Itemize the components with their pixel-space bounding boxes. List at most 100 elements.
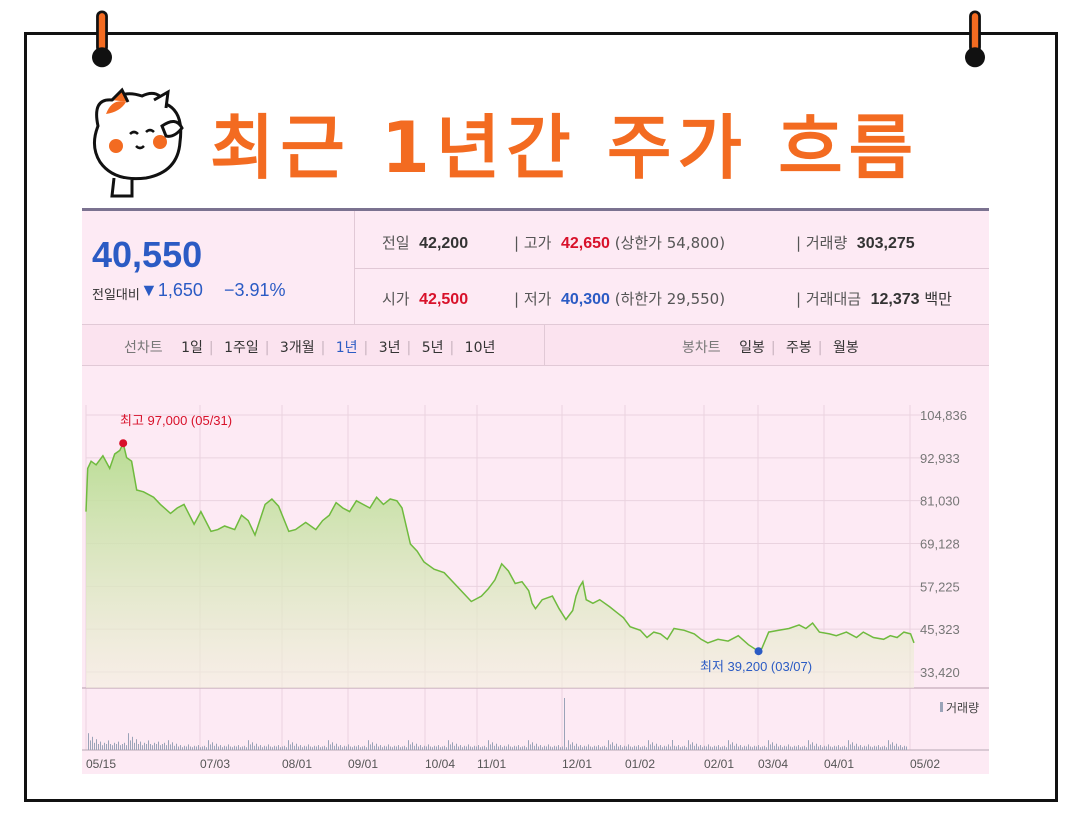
volume-bar <box>488 740 489 750</box>
volume-bar <box>726 747 727 750</box>
volume-bar <box>114 742 115 750</box>
volume-bar <box>540 745 541 750</box>
volume-bar <box>172 742 173 750</box>
volume-bar <box>492 742 493 750</box>
volume-bar <box>806 747 807 750</box>
volume-bar <box>264 745 265 750</box>
volume-bar <box>414 745 415 750</box>
tab-1y[interactable]: 1년 <box>335 340 358 356</box>
volume-bar <box>688 740 689 750</box>
volume-bar <box>712 747 713 750</box>
open-label: 시가 <box>382 290 410 308</box>
volume-bar <box>816 743 817 750</box>
volume-bar <box>234 745 235 750</box>
volume-bar <box>138 744 139 750</box>
volume-bar <box>764 745 765 750</box>
tab-monthly[interactable]: 월봉 <box>832 340 859 356</box>
max-point-marker <box>119 439 128 448</box>
prev-close: 전일 42,200 <box>382 232 468 253</box>
volume-bar <box>88 733 89 750</box>
price-chart: 최고 97,000 (05/31) 최저 39,200 (03/07) 104,8… <box>82 405 989 771</box>
volume-bar <box>670 746 671 750</box>
volume-bar <box>618 746 619 750</box>
volume-bar <box>460 745 461 750</box>
volume-bar <box>820 745 821 750</box>
volume-bar <box>828 744 829 750</box>
volume-bar <box>250 744 251 750</box>
prev-close-label: 전일 <box>382 234 410 252</box>
volume-bar <box>302 747 303 750</box>
volume-bar <box>824 745 825 750</box>
volume-bar <box>732 742 733 750</box>
volume-bar <box>286 747 287 750</box>
volume-bar <box>144 742 145 750</box>
panel-top-border <box>82 208 989 211</box>
stock-panel: 40,550 전일대비 ▼1,650 −3.91% 전일 42,200 | 고가… <box>82 208 989 774</box>
volume-bar <box>134 742 135 750</box>
volume-bar <box>570 744 571 750</box>
volume-bar <box>272 747 273 750</box>
x-tick-label: 05/02 <box>910 757 940 771</box>
volume-bar <box>312 747 313 750</box>
volume-bar <box>292 742 293 750</box>
tab-weekly[interactable]: 주봉 <box>786 340 812 356</box>
volume-bar <box>576 743 577 750</box>
volume-bar <box>406 747 407 750</box>
tab-5y[interactable]: 5년 <box>421 340 444 356</box>
volume-bar <box>520 747 521 750</box>
volume-bar <box>682 746 683 750</box>
volume-bar <box>658 746 659 750</box>
volume-bar <box>566 747 567 750</box>
volume-bar <box>358 745 359 750</box>
volume-bar <box>268 744 269 750</box>
volume-bar <box>346 746 347 750</box>
volume-bar <box>336 743 337 750</box>
tab-3y[interactable]: 3년 <box>378 340 401 356</box>
volume-bar <box>588 744 589 750</box>
y-tick-label: 57,225 <box>920 579 960 594</box>
tab-daily[interactable]: 일봉 <box>739 340 765 356</box>
volume-bar <box>322 746 323 750</box>
volume-bar <box>620 745 621 750</box>
tab-3m[interactable]: 3개월 <box>279 340 315 356</box>
volume-bar <box>628 744 629 750</box>
volume-bar <box>194 745 195 750</box>
volume-bar <box>676 746 677 750</box>
volume-bar <box>584 745 585 750</box>
volume-bar <box>258 746 259 750</box>
volume-bar <box>882 746 883 750</box>
volume-bar <box>738 746 739 750</box>
volume-bar <box>248 740 249 750</box>
volume-bar <box>814 745 815 750</box>
volume-bar <box>472 747 473 750</box>
volume-bar <box>792 747 793 750</box>
volume-bar <box>228 744 229 750</box>
volume-bar <box>452 742 453 750</box>
volume-bar <box>752 747 753 750</box>
tab-1d[interactable]: 1일 <box>181 340 203 356</box>
volume-bar <box>348 744 349 750</box>
volume-bar <box>104 742 105 750</box>
volume-bar <box>774 745 775 750</box>
volume-bar <box>616 743 617 750</box>
volume-bar <box>266 746 267 750</box>
volume-bar <box>142 745 143 750</box>
volume-bar <box>132 736 133 750</box>
volume-bar <box>870 746 871 750</box>
volume-bar <box>340 745 341 750</box>
x-tick-label: 12/01 <box>562 757 592 771</box>
volume-bar <box>366 747 367 750</box>
chart-tab-bar: 선차트 1일 | 1주일 | 3개월 | 1년 | 3년 | 5년 | 10년 봉차트 일봉… <box>82 324 989 366</box>
volume-bar <box>412 742 413 750</box>
volume-bar <box>822 747 823 750</box>
y-tick-label: 33,420 <box>920 665 960 680</box>
volume-bar <box>262 747 263 750</box>
volume-bar <box>468 744 469 750</box>
tab-1w[interactable]: 1주일 <box>224 340 259 356</box>
candle-tabs: 봉차트 일봉 | 주봉 | 월봉 <box>682 340 859 356</box>
tab-10y[interactable]: 10년 <box>464 340 496 356</box>
volume-bar <box>686 747 687 750</box>
volume-bar <box>184 745 185 750</box>
volume-bar <box>662 747 663 750</box>
volume-bar <box>898 746 899 750</box>
